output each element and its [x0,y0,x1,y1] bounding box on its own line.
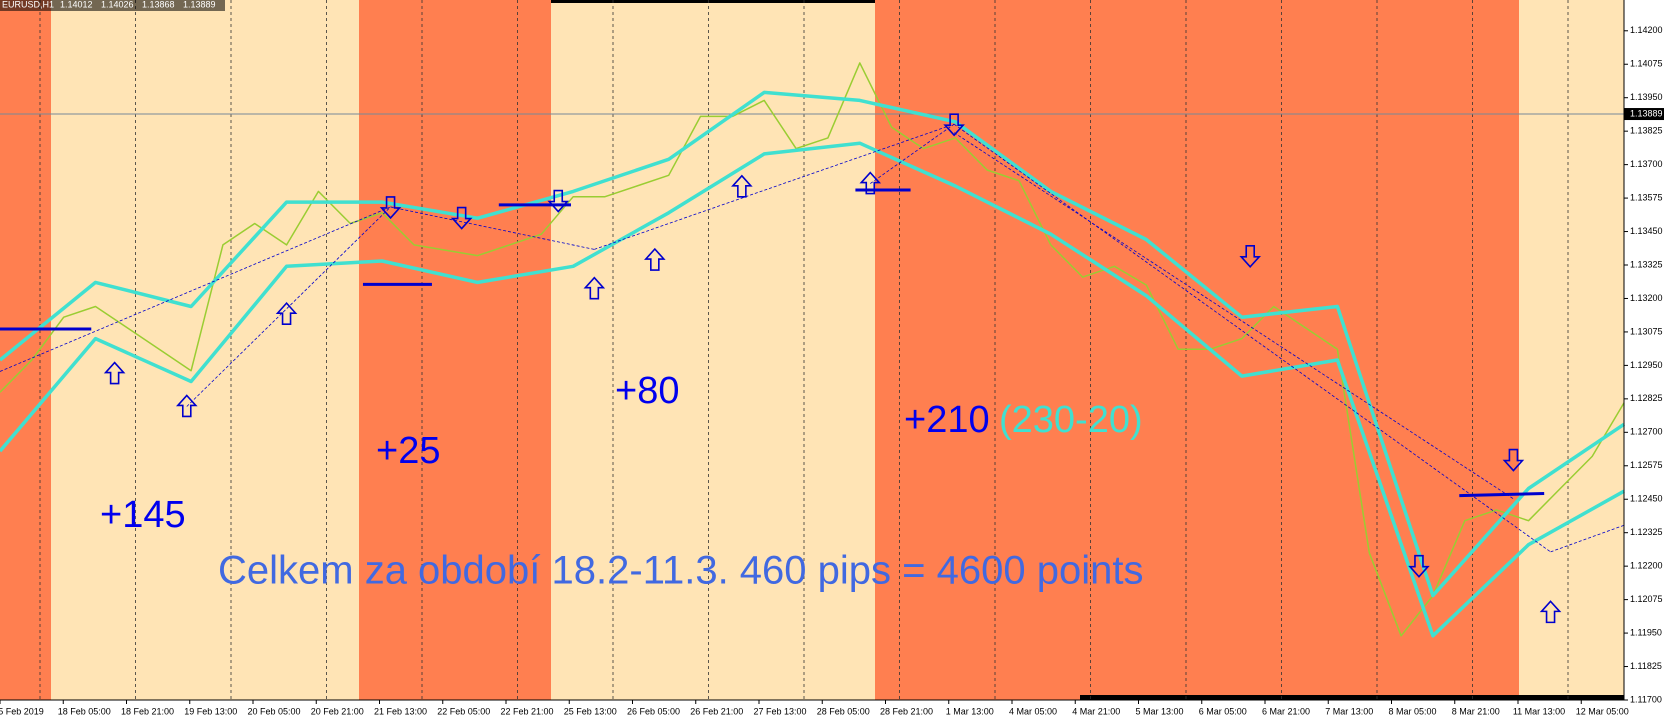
ohlc-high: 1.14026 [101,0,134,9]
y-tick-label: 1.12575 [1630,460,1663,470]
arrow-up [1539,600,1562,624]
x-tick-label: 18 Feb 21:00 [121,706,174,716]
trend-line [0,206,391,372]
trend-line [953,123,1551,553]
x-tick-label: 18 Feb 05:00 [58,706,111,716]
zone [51,0,359,700]
zone [0,0,51,700]
annotation: +80 [615,370,679,412]
y-tick-label: 1.13200 [1630,293,1663,303]
arrow-up [859,171,882,195]
x-tick-label: 4 Mar 21:00 [1072,706,1120,716]
current-price-label: 1.13889 [1630,108,1663,118]
arrow-up [175,394,198,418]
y-tick-label: 1.14075 [1630,59,1663,69]
arrow-up [275,301,298,325]
header-bg [0,0,225,11]
arrow-up [731,174,753,198]
arrow-down [450,206,473,230]
y-tick-label: 1.12950 [1630,360,1663,370]
series-line [0,141,1625,638]
annotation: (230-20) [999,399,1143,441]
symbol: EURUSD,H1 [2,0,54,9]
ohlc-close: 1.13889 [183,0,216,9]
x-tick-label: 22 Feb 21:00 [500,706,553,716]
zones [0,0,1624,700]
x-tick-label: 6 Mar 05:00 [1199,706,1247,716]
arrow-up [103,361,126,385]
y-tick-label: 1.12825 [1630,393,1663,403]
x-tick-label: 28 Feb 05:00 [817,706,870,716]
y-tick-label: 1.12075 [1630,594,1663,604]
arrow-down [547,189,570,213]
ohlc-open: 1.14012 [60,0,93,9]
plot [0,62,1625,638]
x-tick-label: 21 Feb 13:00 [374,706,427,716]
arrow-down [379,196,402,220]
y-tick-label: 1.11950 [1630,627,1662,637]
y-tick-label: 1.12450 [1630,494,1663,504]
ohlc-low: 1.13868 [142,0,175,9]
zone [551,0,875,700]
x-tick-label: 28 Feb 21:00 [880,706,933,716]
trend-line [1550,524,1624,553]
decor [0,113,1624,624]
arrow-down [943,113,965,137]
annotation: +25 [376,430,440,472]
x-tick-label: 19 Feb 13:00 [184,706,237,716]
x-tick-label: 7 Mar 13:00 [1325,706,1373,716]
trend-line [870,123,955,184]
x-tick-label: 22 Feb 05:00 [437,706,490,716]
series-line [0,62,1625,637]
trade-line [1459,492,1545,498]
x-tick-label: 20 Feb 21:00 [311,706,364,716]
x-tick-label: 20 Feb 05:00 [247,706,300,716]
x-tick-label: 26 Feb 05:00 [627,706,680,716]
arrow-up [583,276,606,300]
y-tick-label: 1.13825 [1630,126,1663,136]
y-tick-label: 1.13450 [1630,226,1663,236]
trend-line [953,132,1514,500]
y-tick-label: 1.11825 [1630,661,1662,671]
x-tick-label: 11 Mar 13:00 [1513,706,1565,716]
arrow-up [644,247,666,271]
y-tick-label: 1.12200 [1630,561,1663,571]
y-tick-label: 1.14200 [1630,25,1663,35]
summary: Celkem za období 18.2-11.3. 460 pips = 4… [218,549,1143,593]
x-tick-label: 8 Mar 05:00 [1388,706,1436,716]
x-tick-label: 25 Feb 13:00 [564,706,617,716]
current-price-bg [1624,108,1664,121]
arrow-down [1239,244,1262,268]
x-tick-label: 6 Mar 21:00 [1262,706,1310,716]
y-tick-label: 1.11700 [1630,694,1662,704]
annotation: +210 [904,399,990,441]
y-tick-label: 1.12700 [1630,427,1663,437]
series-line [0,90,1625,598]
x-tick-label: 8 Mar 21:00 [1452,706,1500,716]
x-tick-label: 26 Feb 21:00 [690,706,743,716]
annotation: +145 [100,494,186,536]
arrow-down [1408,554,1430,578]
arrow-down [1502,448,1525,472]
y-tick-label: 1.13700 [1630,159,1663,169]
x-tick-label: 12 Mar 05:00 [1576,706,1629,716]
y-tick-label: 1.13325 [1630,259,1663,269]
y-tick-label: 1.12325 [1630,527,1663,537]
header: EURUSD,H1 1.14012 1.14026 1.13868 1.1388… [0,0,225,11]
y-tick-label: 1.13950 [1630,92,1663,102]
x-tick-label: 5 Feb 2019 [0,706,44,716]
x-tick-label: 1 Mar 13:00 [946,706,994,716]
x-tick-label: 27 Feb 13:00 [753,706,806,716]
zone [1519,0,1624,700]
y-tick-label: 1.13075 [1630,326,1663,336]
y-tick-label: 1.13575 [1630,192,1663,202]
x-tick-label: 4 Mar 05:00 [1009,706,1057,716]
zone [359,0,551,700]
trend-line [186,206,391,407]
x-tick-label: 5 Mar 13:00 [1135,706,1183,716]
zone-edge [551,0,875,3]
trend-line [594,123,955,250]
zone-edge [1080,695,1624,700]
